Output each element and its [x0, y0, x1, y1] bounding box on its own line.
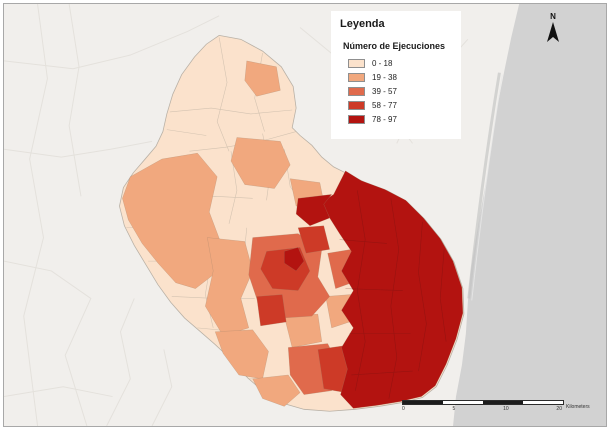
scale-bar-segments [402, 400, 564, 405]
scale-segment [483, 401, 523, 404]
legend-item-label: 78 - 97 [372, 115, 397, 124]
legend-item-label: 58 - 77 [372, 101, 397, 110]
scale-labels: 0 5 10 20 [402, 406, 562, 412]
legend-item: 19 - 38 [348, 73, 452, 82]
scale-bar: 0 5 10 20 Kilometers [402, 400, 594, 412]
class5-municipalities [284, 170, 464, 409]
state-choropleth [119, 34, 465, 412]
scale-tick-label: 10 [503, 406, 509, 412]
coastal-lagoon [467, 72, 501, 299]
scale-segment [523, 401, 563, 404]
legend-item: 0 - 18 [348, 59, 452, 68]
scale-segment [403, 401, 443, 404]
legend-item: 39 - 57 [348, 87, 452, 96]
scale-tick-label: 20 [556, 406, 562, 412]
map-figure: Leyenda Número de Ejecuciones 0 - 18 19 … [3, 3, 607, 427]
legend-subtitle: Número de Ejecuciones [343, 41, 446, 51]
legend-swatch [348, 87, 365, 96]
legend: Leyenda Número de Ejecuciones 0 - 18 19 … [331, 11, 461, 139]
gulf-water [453, 4, 606, 426]
scale-segment [443, 401, 483, 404]
legend-item-label: 39 - 57 [372, 87, 397, 96]
legend-item-label: 0 - 18 [372, 59, 393, 68]
legend-item-label: 19 - 38 [372, 73, 397, 82]
legend-item: 58 - 77 [348, 101, 452, 110]
legend-swatch [348, 115, 365, 124]
class2-municipalities [122, 60, 356, 407]
north-arrow-icon [547, 22, 559, 42]
scale-tick-label: 5 [452, 406, 456, 412]
scale-tick-label: 0 [402, 406, 405, 412]
north-label: N [550, 12, 556, 21]
legend-swatch [348, 101, 365, 110]
scale-unit-label: Kilometers [566, 404, 590, 410]
map-canvas [4, 4, 606, 426]
legend-title: Leyenda [340, 18, 385, 30]
barrier-island [471, 74, 503, 301]
legend-item: 78 - 97 [348, 115, 452, 124]
legend-swatch [348, 73, 365, 82]
legend-swatch [348, 59, 365, 68]
north-arrow: N [542, 12, 564, 42]
